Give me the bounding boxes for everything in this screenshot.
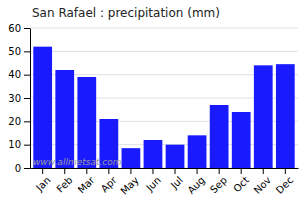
y-axis: 0 10 20 30 40 50 60 (8, 23, 30, 174)
x-axis-line (31, 168, 299, 169)
x-tick: Jun (143, 168, 163, 194)
bar (166, 145, 185, 168)
y-tick: 50 (8, 46, 30, 57)
bar (188, 135, 207, 168)
x-tick-mark (219, 168, 220, 174)
y-tick: 0 (15, 163, 30, 174)
y-tick-label: 40 (8, 69, 21, 80)
x-tick-label: Mar (76, 174, 98, 196)
y-tick-mark (24, 168, 30, 169)
x-tick-mark (241, 168, 242, 174)
x-tick-mark (130, 168, 131, 174)
y-tick: 60 (8, 23, 30, 34)
x-tick-mark (42, 168, 43, 174)
y-tick-mark (24, 145, 30, 146)
bar (276, 64, 295, 168)
x-tick: Mar (76, 168, 98, 195)
x-tick: May (118, 168, 140, 197)
grid (30, 28, 298, 168)
y-tick: 30 (8, 93, 30, 104)
bar (122, 148, 141, 168)
title: San Rafael : precipitation (mm) (32, 6, 220, 20)
x-tick: Jul (168, 168, 185, 191)
x-tick-label: Dec (274, 174, 295, 195)
y-tick-mark (24, 28, 30, 29)
chart: JanFebMarAprMayJun JulAugSepOctNovDec 0 10 2… (0, 0, 306, 200)
bar (254, 65, 273, 168)
x-tick-label: Feb (54, 174, 74, 194)
x-tick-label: Apr (99, 174, 120, 195)
y-tick: 20 (8, 116, 30, 127)
bar (55, 70, 74, 168)
y-tick-label: 50 (8, 46, 21, 57)
x-tick-label: Sep (208, 174, 229, 195)
x-tick: Nov (252, 168, 274, 196)
y-tick-mark (24, 121, 30, 122)
x-axis: JanFebMarAprMayJun JulAugSepOctNovDec (31, 168, 299, 197)
x-tick-label: Jun (143, 174, 163, 194)
bar (232, 112, 251, 168)
bar (33, 47, 52, 168)
grid-line (30, 28, 298, 29)
x-tick-mark (197, 168, 198, 174)
y-tick-label: 10 (8, 139, 21, 150)
x-tick: Apr (99, 168, 120, 194)
x-tick: Feb (54, 168, 74, 195)
x-tick: Jan (33, 168, 52, 194)
x-tick-mark (263, 168, 264, 174)
x-tick-label: Jan (33, 174, 52, 193)
grid-line (30, 51, 298, 52)
x-tick-mark (285, 168, 286, 174)
x-tick: Dec (274, 168, 295, 196)
bar (77, 77, 96, 168)
y-tick-mark (24, 75, 30, 76)
x-tick-label: Nov (252, 174, 274, 196)
x-tick: Aug (185, 168, 207, 196)
y-tick: 40 (8, 69, 30, 80)
bar (144, 140, 163, 168)
plot: JanFebMarAprMayJun JulAugSepOctNovDec 0 10 2… (8, 23, 298, 197)
y-tick-mark (24, 51, 30, 52)
y-tick-mark (24, 98, 30, 99)
x-tick-mark (175, 168, 176, 174)
annotation: www.allmetsat.com (33, 157, 122, 167)
x-tick-mark (86, 168, 87, 174)
y-axis-line (30, 29, 31, 169)
y-tick-label: 30 (8, 93, 21, 104)
x-tick-label: Oct (231, 174, 251, 194)
y-tick: 10 (8, 139, 30, 150)
bars (33, 47, 294, 168)
x-tick-mark (64, 168, 65, 174)
x-tick: Oct (231, 168, 251, 194)
y-tick-label: 20 (8, 116, 21, 127)
x-tick-label: May (118, 174, 140, 196)
x-tick-label: Aug (185, 174, 207, 196)
x-tick: Sep (208, 168, 229, 195)
y-tick-label: 60 (8, 23, 21, 34)
x-tick-mark (152, 168, 153, 174)
bar (210, 105, 229, 168)
x-tick-label: Jul (168, 174, 185, 191)
y-tick-label: 0 (15, 163, 21, 174)
x-tick-mark (108, 168, 109, 174)
